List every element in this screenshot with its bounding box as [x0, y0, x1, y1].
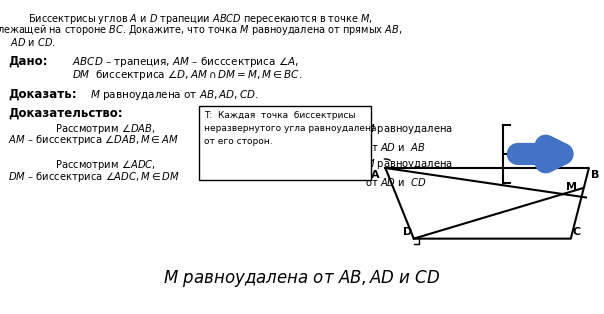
Text: C: C	[573, 227, 580, 237]
Text: Рассмотрим $\angle DAB,$: Рассмотрим $\angle DAB,$	[55, 122, 156, 136]
Text: Доказательство:: Доказательство:	[8, 107, 123, 120]
Text: $AM$ – биссектриса $\angle DAB, M \in AM$: $AM$ – биссектриса $\angle DAB, M \in AM…	[8, 133, 179, 147]
Text: M: M	[566, 182, 577, 192]
Text: $AD$ и $CD$.: $AD$ и $CD$.	[10, 36, 56, 48]
Text: $DM$ – биссектриса $\angle ADC, M \in DM$: $DM$ – биссектриса $\angle ADC, M \in DM…	[8, 170, 180, 184]
Text: $M$ равноудалена
от $AD$ и  $CD$: $M$ равноудалена от $AD$ и $CD$	[365, 157, 453, 188]
Text: $M$ равноудалена от $AB, AD$ и $CD$: $M$ равноудалена от $AB, AD$ и $CD$	[163, 268, 441, 289]
Text: Т:  Каждая  точка  биссектрисы
неразвернутого угла равноудалена
от его сторон.: Т: Каждая точка биссектрисы неразвернуто…	[204, 111, 376, 146]
Text: $M$ равноудалена от $AB, AD, CD$.: $M$ равноудалена от $AB, AD, CD$.	[90, 88, 259, 102]
FancyArrowPatch shape	[518, 146, 562, 162]
Text: лежащей на стороне $BC$. Докажите, что точка $M$ равноудалена от прямых $AB,$: лежащей на стороне $BC$. Докажите, что т…	[0, 24, 403, 37]
Text: $M$ равноудалена
от $AD$ и  $AB$: $M$ равноудалена от $AD$ и $AB$	[365, 122, 453, 153]
Text: Биссектрисы углов $A$ и $D$ трапеции $ABCD$ пересекаются в точке $M,$: Биссектрисы углов $A$ и $D$ трапеции $AB…	[28, 12, 373, 26]
Text: Дано:: Дано:	[8, 55, 48, 68]
Text: B: B	[591, 170, 599, 180]
Text: Рассмотрим $\angle ADC,$: Рассмотрим $\angle ADC,$	[55, 158, 156, 172]
Text: D: D	[403, 227, 412, 237]
Text: A: A	[371, 170, 379, 180]
Text: $DM$  биссектриса $\angle D, AM \cap DM = M, M \in BC.$: $DM$ биссектриса $\angle D, AM \cap DM =…	[72, 68, 303, 82]
Text: Доказать:: Доказать:	[8, 88, 77, 101]
FancyBboxPatch shape	[199, 106, 371, 180]
Text: $ABCD$ – трапеция, $AM$ – бисссектриса $\angle A,$: $ABCD$ – трапеция, $AM$ – бисссектриса $…	[72, 55, 299, 69]
